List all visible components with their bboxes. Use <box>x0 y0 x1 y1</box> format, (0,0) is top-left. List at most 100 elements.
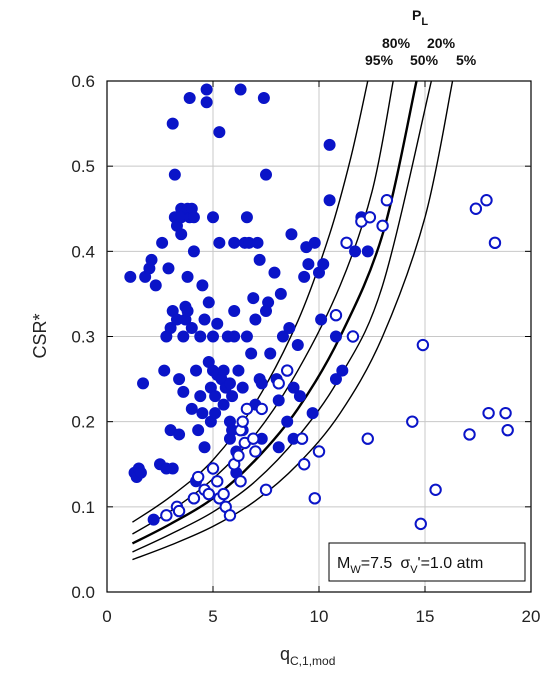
y-tick-label: 0.2 <box>71 413 95 432</box>
data-point-filled <box>240 330 253 343</box>
data-point-filled <box>192 424 205 437</box>
data-point-filled <box>228 330 241 343</box>
data-point-filled <box>168 168 181 181</box>
data-point-open <box>312 445 326 458</box>
data-point-open <box>202 487 215 501</box>
probability-curve <box>132 80 369 523</box>
data-point-open <box>249 445 262 458</box>
data-point-open <box>297 458 311 471</box>
data-point-open <box>206 462 220 475</box>
data-point-filled <box>306 407 319 420</box>
data-point-filled <box>166 462 179 475</box>
data-point-open <box>329 309 343 322</box>
data-point-filled <box>276 330 289 343</box>
data-point-open <box>414 517 427 531</box>
data-point-open <box>240 402 254 416</box>
x-axis-title: qC,1,mod <box>280 644 335 668</box>
data-point-filled <box>213 236 226 249</box>
data-point-filled <box>259 168 272 181</box>
data-point-open <box>281 364 294 377</box>
data-point-filled <box>262 296 275 309</box>
data-point-filled <box>156 236 169 249</box>
data-point-filled <box>162 262 175 275</box>
data-point-filled <box>187 245 200 258</box>
x-tick-label: 5 <box>208 607 217 626</box>
data-point-filled <box>257 92 270 105</box>
data-point-filled <box>209 407 222 420</box>
data-point-filled <box>177 385 190 398</box>
data-point-open <box>211 475 224 488</box>
probability-curve <box>132 80 454 561</box>
data-point-filled <box>228 236 241 249</box>
y-tick-label: 0.6 <box>71 72 95 91</box>
data-point-filled <box>202 296 215 309</box>
data-point-open <box>469 202 483 215</box>
data-points <box>124 83 514 531</box>
data-point-filled <box>198 313 211 326</box>
data-point-open <box>232 449 245 462</box>
data-point-open <box>259 483 273 496</box>
data-point-open <box>416 338 430 352</box>
data-point-filled <box>187 211 200 224</box>
data-point-filled <box>268 266 281 279</box>
data-point-open <box>187 492 201 505</box>
data-point-filled <box>134 466 147 479</box>
data-point-filled <box>323 194 336 207</box>
data-point-filled <box>232 364 245 377</box>
data-point-open <box>499 406 512 420</box>
data-point-filled <box>253 253 266 266</box>
data-point-filled <box>272 441 285 454</box>
x-tick-label: 20 <box>522 607 541 626</box>
data-point-filled <box>308 236 321 249</box>
data-point-open <box>463 428 476 441</box>
data-point-open <box>361 432 374 445</box>
data-point-filled <box>317 258 330 271</box>
data-point-filled <box>236 381 249 394</box>
data-point-open <box>247 432 260 445</box>
data-point-filled <box>183 92 196 105</box>
data-point-open <box>501 423 514 437</box>
curve-label-95: 95% <box>365 52 394 68</box>
axis-ticks: 0 5 10 15 20 0.0 0.1 0.2 0.3 0.4 0.5 0.6 <box>71 72 540 626</box>
data-point-filled <box>158 364 171 377</box>
grid <box>107 81 531 592</box>
curve-label-5: 5% <box>456 52 477 68</box>
annotation-text: MW=7.5 σV'=1.0 atm <box>337 555 483 576</box>
y-tick-label: 0.3 <box>71 328 95 347</box>
data-point-open <box>234 475 247 488</box>
data-point-filled <box>137 377 150 390</box>
data-point-filled <box>200 96 213 109</box>
data-point-filled <box>329 373 342 386</box>
data-point-filled <box>291 339 304 352</box>
data-point-filled <box>194 330 207 343</box>
data-point-filled <box>181 270 194 283</box>
data-point-open <box>363 211 377 224</box>
data-point-filled <box>181 304 194 317</box>
data-point-filled <box>196 279 209 292</box>
data-point-open <box>480 194 493 207</box>
data-point-filled <box>149 279 162 292</box>
data-point-open <box>340 236 353 250</box>
data-point-filled <box>164 321 177 334</box>
data-point-filled <box>285 228 298 241</box>
data-point-filled <box>209 390 222 403</box>
data-point-open <box>160 509 173 522</box>
x-tick-label: 10 <box>310 607 329 626</box>
data-point-filled <box>264 347 277 360</box>
data-point-filled <box>323 138 336 151</box>
data-point-filled <box>173 428 186 441</box>
data-point-filled <box>255 377 268 390</box>
y-tick-label: 0.1 <box>71 498 95 517</box>
data-point-filled <box>336 364 349 377</box>
data-point-filled <box>206 211 219 224</box>
data-point-filled <box>226 390 239 403</box>
data-point-filled <box>196 407 209 420</box>
data-point-open <box>380 194 394 207</box>
data-point-filled <box>198 441 211 454</box>
data-point-filled <box>228 304 241 317</box>
curve-label-80: 80% <box>382 35 411 51</box>
data-point-open <box>217 487 230 501</box>
data-point-open <box>255 402 268 416</box>
data-point-filled <box>211 317 224 330</box>
